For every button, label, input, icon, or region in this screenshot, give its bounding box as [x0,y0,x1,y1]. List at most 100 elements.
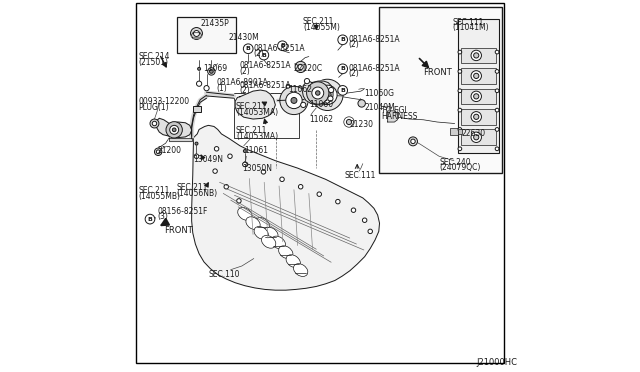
Ellipse shape [255,218,269,230]
Bar [461,129,495,145]
Text: 081A6-8251A: 081A6-8251A [239,81,291,90]
Circle shape [204,86,209,91]
Text: 11060G: 11060G [365,89,395,97]
Circle shape [312,79,343,110]
Text: 08156-8251F: 08156-8251F [157,207,207,216]
Circle shape [195,154,199,158]
Text: (24079QC): (24079QC) [439,163,481,172]
Text: 21435P: 21435P [200,19,229,28]
Text: SEC.110: SEC.110 [209,270,240,279]
Circle shape [195,142,198,145]
Circle shape [338,64,348,74]
Circle shape [312,87,324,99]
Text: HARNESS: HARNESS [381,112,418,121]
Circle shape [495,89,499,93]
Circle shape [495,147,499,151]
Text: B: B [340,37,345,42]
Text: 22120C: 22120C [294,64,323,73]
Circle shape [261,170,266,174]
Circle shape [471,71,481,81]
Circle shape [214,147,219,151]
Ellipse shape [278,246,293,259]
Circle shape [207,68,215,75]
Text: 081A6-8901A: 081A6-8901A [216,78,268,87]
Circle shape [193,31,200,36]
Text: 13050N: 13050N [242,164,272,173]
Bar [234,93,299,138]
Circle shape [338,86,348,95]
Circle shape [474,53,479,58]
Circle shape [213,169,218,173]
Text: (14053MA): (14053MA) [236,108,278,116]
Polygon shape [235,90,275,119]
Text: PLUG(1): PLUG(1) [138,103,169,112]
Text: 21049M: 21049M [365,103,396,112]
Circle shape [243,162,247,167]
Circle shape [471,132,481,142]
Ellipse shape [246,217,260,230]
Circle shape [145,214,155,224]
Text: (2): (2) [239,86,250,95]
Ellipse shape [271,236,285,249]
Text: 11060: 11060 [309,100,333,109]
Circle shape [224,185,228,189]
Text: B: B [340,66,345,71]
Circle shape [362,218,367,222]
Ellipse shape [294,264,308,276]
Text: SEC.214: SEC.214 [138,52,170,61]
Circle shape [286,92,302,109]
Text: (2): (2) [348,69,359,78]
Circle shape [495,108,499,112]
Text: J21000HC: J21000HC [476,358,517,367]
Bar [458,129,462,134]
Circle shape [474,114,479,119]
Bar [379,7,502,173]
Text: (14053MA): (14053MA) [236,132,278,141]
Text: 21430M: 21430M [228,33,259,42]
Text: 081A6-8251A: 081A6-8251A [348,64,400,73]
Circle shape [152,121,157,126]
Text: B: B [246,46,251,51]
Circle shape [286,84,290,88]
Text: 00933-12200: 00933-12200 [138,97,189,106]
Text: FRONT: FRONT [424,68,452,77]
Circle shape [408,137,417,146]
Circle shape [209,70,213,73]
Circle shape [495,70,499,73]
Text: SEC.111: SEC.111 [453,18,484,27]
Bar [461,68,495,84]
Circle shape [474,94,479,99]
Circle shape [474,135,479,140]
Circle shape [156,150,160,154]
Text: 22630: 22630 [461,129,486,138]
Circle shape [154,148,162,155]
Text: B: B [340,88,345,93]
Circle shape [298,64,303,70]
Bar [461,89,495,104]
Circle shape [307,82,329,104]
Polygon shape [302,81,333,105]
Circle shape [368,229,372,234]
Text: B: B [261,52,266,58]
Text: (3): (3) [157,212,168,221]
Ellipse shape [286,255,300,267]
Circle shape [495,50,499,54]
Text: SEC.111: SEC.111 [344,171,376,180]
Circle shape [196,81,202,86]
Text: TO EGI: TO EGI [381,106,407,115]
Circle shape [280,86,308,115]
Circle shape [344,117,354,127]
Circle shape [338,35,348,45]
Bar [193,106,201,112]
Circle shape [474,73,479,78]
Circle shape [237,199,241,203]
Ellipse shape [254,227,268,239]
Circle shape [458,128,461,131]
Circle shape [335,199,340,204]
Text: 081A6-8251A: 081A6-8251A [239,61,291,70]
Circle shape [458,108,461,112]
Ellipse shape [262,235,276,248]
Circle shape [243,150,246,153]
Ellipse shape [264,227,278,240]
Text: B: B [280,43,285,48]
